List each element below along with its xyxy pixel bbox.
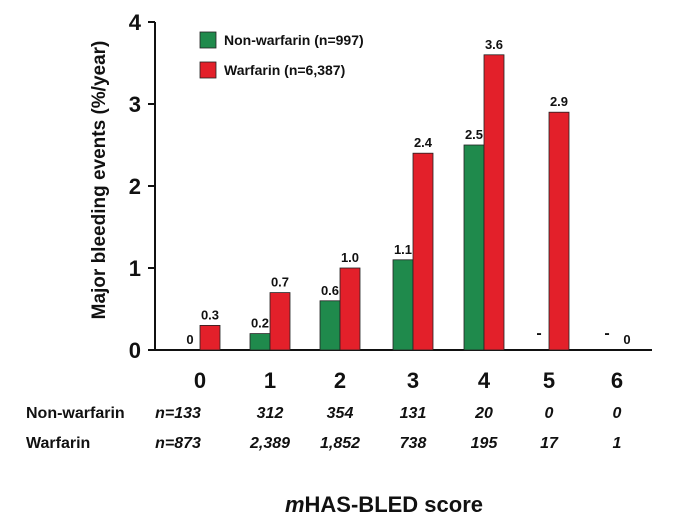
x-axis-label-main: HAS-BLED score — [305, 492, 483, 517]
bar-warfarin-1 — [269, 292, 291, 351]
count-cell: 20 — [474, 405, 493, 422]
bar-warfarin-2 — [339, 267, 361, 351]
legend: Non-warfarin (n=997) Warfarin (n=6,387) — [199, 31, 364, 79]
bars — [199, 54, 570, 351]
data-label: 2.5 — [465, 127, 483, 142]
data-label: 0.6 — [321, 283, 339, 298]
data-label: 3.6 — [485, 37, 503, 52]
legend-label: Non-warfarin (n=997) — [224, 32, 364, 48]
data-label: - — [604, 325, 609, 342]
y-tick-label: 2 — [129, 174, 141, 199]
x-tick-label: 6 — [611, 368, 623, 393]
x-tick-label: 1 — [264, 368, 276, 393]
count-cell: 0 — [613, 405, 622, 422]
axes: 0 1 2 3 4 0 1 2 3 4 5 6 — [129, 10, 652, 393]
y-axis-label: Major bleeding events (%/year) — [89, 41, 110, 320]
data-label: 0.3 — [201, 307, 219, 322]
data-label: 0 — [623, 332, 630, 347]
x-tick-label: 3 — [407, 368, 419, 393]
data-label: 2.9 — [550, 94, 568, 109]
count-cell: 1,852 — [320, 435, 360, 452]
counts-table: Non-warfarin n=133 312 354 131 20 0 0 Warfarin n=… — [26, 405, 622, 452]
count-cell: 0 — [545, 405, 554, 422]
bar-warfarin-3 — [412, 152, 434, 351]
data-label: - — [536, 325, 541, 342]
bar-nonwarfarin-1 — [249, 333, 271, 351]
count-cell: 738 — [400, 435, 427, 452]
legend-label: Warfarin (n=6,387) — [224, 62, 345, 78]
count-cell: 17 — [540, 435, 559, 452]
count-cell: 131 — [400, 405, 427, 422]
bar-nonwarfarin-4 — [463, 144, 485, 351]
x-tick-label: 0 — [194, 368, 206, 393]
data-label: 0.7 — [271, 275, 289, 290]
bar-nonwarfarin-2 — [319, 300, 341, 351]
y-tick-label: 1 — [129, 256, 141, 281]
count-cell: 354 — [327, 405, 354, 422]
count-row-label: Warfarin — [26, 435, 90, 452]
bar-labels: 0 0.2 0.6 1.1 2.5 - - 0.3 0.7 1.0 2.4 3.6 2.9 0 — [186, 37, 630, 347]
legend-swatch-warfarin — [199, 61, 217, 79]
data-label: 1.1 — [394, 242, 412, 257]
count-cell: 1 — [613, 435, 622, 452]
count-cell: 195 — [471, 435, 499, 452]
count-cell: 2,389 — [249, 435, 290, 452]
legend-swatch-nonwarfarin — [199, 31, 217, 49]
y-tick-label: 3 — [129, 92, 141, 117]
x-tick-label: 5 — [543, 368, 555, 393]
bar-warfarin-5 — [548, 111, 570, 351]
x-tick-label: 2 — [334, 368, 346, 393]
count-row-label: Non-warfarin — [26, 405, 125, 422]
count-cell: n=133 — [155, 405, 201, 422]
x-axis-label: mHAS-BLED score — [285, 492, 483, 517]
data-label: 2.4 — [414, 135, 433, 150]
bar-nonwarfarin-3 — [392, 259, 414, 351]
x-tick-label: 4 — [478, 368, 491, 393]
data-label: 0.2 — [251, 316, 269, 331]
x-axis-label-prefix: m — [285, 492, 305, 517]
y-tick-label: 4 — [129, 10, 142, 35]
y-tick-label: 0 — [129, 338, 141, 363]
bar-warfarin-0 — [199, 324, 221, 351]
count-cell: 312 — [257, 405, 284, 422]
count-cell: n=873 — [155, 435, 201, 452]
data-label: 1.0 — [341, 250, 359, 265]
data-label: 0 — [186, 332, 193, 347]
bar-warfarin-4 — [483, 54, 505, 351]
